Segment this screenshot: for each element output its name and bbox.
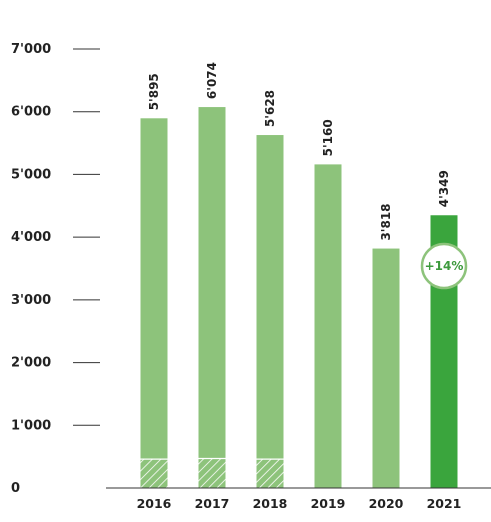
bar-2019 — [314, 164, 342, 488]
change-badge-label: +14% — [425, 259, 464, 273]
x-tick-label: 2021 — [427, 496, 462, 511]
bar-hatched-segment-2017 — [198, 458, 226, 488]
value-label-2017: 6'074 — [205, 62, 219, 99]
x-tick-label: 2017 — [195, 496, 230, 511]
bars: 5'895 6'074 5'628 5'160 3'818 4'349 — [140, 62, 458, 489]
bar-2020 — [372, 248, 400, 488]
value-label-2018: 5'628 — [263, 90, 277, 127]
y-tick-label: 4'000 — [11, 230, 51, 245]
value-label-2020: 3'818 — [379, 203, 393, 240]
y-tick-label: 3'000 — [11, 293, 51, 308]
y-tick-label: 6'000 — [11, 105, 51, 120]
y-tick-label: 7'000 — [11, 42, 51, 57]
value-label-2019: 5'160 — [321, 119, 335, 156]
value-label-2021: 4'349 — [437, 170, 451, 207]
bar-hatched-segment-2016 — [140, 459, 168, 488]
y-tick-label: 2'000 — [11, 356, 51, 371]
bar-2018 — [256, 135, 284, 488]
y-tick-label: 1'000 — [11, 418, 51, 433]
bar-hatched-segment-2018 — [256, 459, 284, 488]
x-tick-label: 2016 — [137, 496, 172, 511]
y-tick-label: 5'000 — [11, 167, 51, 182]
x-axis: 2016 2017 2018 2019 2020 2021 — [137, 496, 462, 511]
y-tick-label: 0 — [11, 481, 20, 496]
x-tick-label: 2020 — [369, 496, 404, 511]
value-label-2016: 5'895 — [147, 73, 161, 110]
x-tick-label: 2019 — [311, 496, 346, 511]
bar-2017 — [198, 107, 226, 488]
change-badge-circle — [420, 242, 468, 290]
x-tick-label: 2018 — [253, 496, 288, 511]
change-badge: +14% — [420, 242, 468, 290]
bar-2016 — [140, 118, 168, 488]
y-axis: 0 1'000 2'000 3'000 4'000 5'000 6'000 7'000 — [11, 42, 100, 496]
